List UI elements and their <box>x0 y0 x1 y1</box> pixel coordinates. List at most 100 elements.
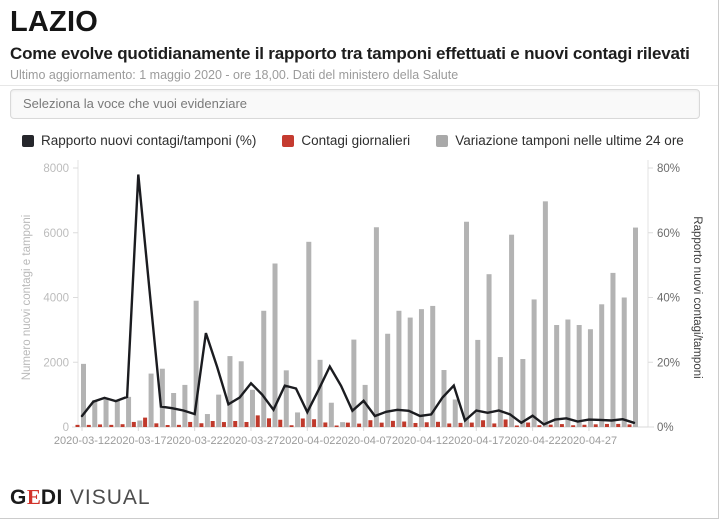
contagi-bar[interactable] <box>503 419 508 427</box>
contagi-bar[interactable] <box>312 419 317 427</box>
contagi-bar[interactable] <box>154 423 159 427</box>
tamponi-bar[interactable] <box>464 221 470 427</box>
contagi-bar[interactable] <box>255 415 260 427</box>
tamponi-bar[interactable] <box>114 400 120 427</box>
contagi-bar[interactable] <box>300 418 305 427</box>
contagi-bar[interactable] <box>559 424 564 427</box>
contagi-bar[interactable] <box>413 422 418 427</box>
contagi-bar[interactable] <box>210 421 215 427</box>
contagi-bar[interactable] <box>120 424 125 427</box>
contagi-bar[interactable] <box>244 421 249 427</box>
contagi-bar[interactable] <box>402 421 407 427</box>
tamponi-bar[interactable] <box>509 234 515 427</box>
tamponi-bar[interactable] <box>407 317 413 427</box>
tamponi-bar[interactable] <box>497 357 503 427</box>
tamponi-bar[interactable] <box>531 299 537 427</box>
contagi-bar[interactable] <box>267 418 272 427</box>
tamponi-bar[interactable] <box>306 241 312 427</box>
tamponi-bar[interactable] <box>193 300 199 427</box>
legend-item-ratio[interactable]: Rapporto nuovi contagi/tamponi (%) <box>22 133 256 148</box>
tamponi-bar[interactable] <box>159 368 165 427</box>
contagi-bar[interactable] <box>627 424 632 427</box>
contagi-bar[interactable] <box>233 421 238 427</box>
contagi-bar[interactable] <box>447 423 452 427</box>
contagi-bar[interactable] <box>571 425 576 427</box>
highlight-select[interactable]: Seleziona la voce che vuoi evidenziare <box>10 89 700 119</box>
contagi-bar[interactable] <box>109 424 114 427</box>
tamponi-bar[interactable] <box>520 359 526 427</box>
contagi-bar[interactable] <box>582 424 587 427</box>
tamponi-bar[interactable] <box>328 402 334 427</box>
contagi-bar[interactable] <box>143 417 148 427</box>
contagi-bar[interactable] <box>131 421 136 427</box>
tamponi-bar[interactable] <box>295 412 301 427</box>
tamponi-bar[interactable] <box>441 370 447 427</box>
tamponi-bar[interactable] <box>430 305 436 427</box>
tamponi-bar[interactable] <box>542 201 548 427</box>
ratio-line[interactable] <box>80 174 636 426</box>
contagi-bar[interactable] <box>368 420 373 427</box>
contagi-bar[interactable] <box>537 425 542 427</box>
tamponi-bar[interactable] <box>565 319 571 427</box>
contagi-bar[interactable] <box>221 422 226 427</box>
tamponi-bar[interactable] <box>126 396 132 427</box>
tamponi-bar[interactable] <box>396 310 402 427</box>
contagi-bar[interactable] <box>86 424 91 427</box>
tamponi-bar[interactable] <box>137 420 143 427</box>
tamponi-bar[interactable] <box>385 333 391 427</box>
tamponi-bar[interactable] <box>373 227 379 427</box>
contagi-bar[interactable] <box>334 425 339 428</box>
contagi-bar[interactable] <box>75 424 80 427</box>
tamponi-bar[interactable] <box>182 384 188 427</box>
contagi-bar[interactable] <box>469 422 474 427</box>
contagi-bar[interactable] <box>458 422 463 427</box>
tamponi-bar[interactable] <box>599 304 605 427</box>
contagi-bar[interactable] <box>604 423 609 427</box>
contagi-bar[interactable] <box>616 423 621 427</box>
legend-item-contagi[interactable]: Contagi giornalieri <box>282 133 410 148</box>
contagi-bar[interactable] <box>492 423 497 427</box>
tamponi-bar[interactable] <box>272 263 278 427</box>
tamponi-bar[interactable] <box>340 422 346 427</box>
contagi-bar[interactable] <box>289 425 294 427</box>
tamponi-bar[interactable] <box>576 325 582 427</box>
tamponi-bar[interactable] <box>204 414 210 427</box>
tamponi-bar[interactable] <box>621 297 627 428</box>
footer-logo[interactable]: G E DI VISUAL <box>10 485 151 510</box>
tamponi-bar[interactable] <box>418 309 424 427</box>
tamponi-bar[interactable] <box>103 398 109 427</box>
tamponi-bar[interactable] <box>362 384 368 427</box>
contagi-bar[interactable] <box>188 421 193 427</box>
tamponi-bar[interactable] <box>486 274 492 427</box>
tamponi-bar[interactable] <box>148 373 154 427</box>
contagi-bar[interactable] <box>390 420 395 427</box>
contagi-bar[interactable] <box>357 423 362 427</box>
tamponi-bar[interactable] <box>261 310 267 427</box>
contagi-bar[interactable] <box>514 425 519 428</box>
contagi-bar[interactable] <box>323 422 328 427</box>
tamponi-bar[interactable] <box>92 400 98 427</box>
contagi-bar[interactable] <box>199 423 204 427</box>
contagi-bar[interactable] <box>424 422 429 427</box>
contagi-bar[interactable] <box>345 422 350 427</box>
tamponi-bar[interactable] <box>587 329 593 427</box>
contagi-bar[interactable] <box>176 424 181 427</box>
tamponi-bar[interactable] <box>633 227 638 427</box>
contagi-bar[interactable] <box>98 424 103 427</box>
legend-item-tamponi[interactable]: Variazione tamponi nelle ultime 24 ore <box>436 133 684 148</box>
tamponi-bar[interactable] <box>317 359 323 427</box>
tamponi-bar[interactable] <box>351 339 357 427</box>
tamponi-bar[interactable] <box>554 325 560 427</box>
tamponi-bar[interactable] <box>610 272 616 427</box>
tamponi-bar[interactable] <box>283 370 289 427</box>
tamponi-bar[interactable] <box>171 393 177 427</box>
tamponi-bar[interactable] <box>216 394 222 427</box>
tamponi-bar[interactable] <box>452 399 458 427</box>
contagi-bar[interactable] <box>165 425 170 427</box>
tamponi-bar[interactable] <box>249 389 255 427</box>
tamponi-bar[interactable] <box>81 363 86 427</box>
contagi-bar[interactable] <box>481 420 486 427</box>
contagi-bar[interactable] <box>379 422 384 427</box>
contagi-bar[interactable] <box>593 424 598 427</box>
tamponi-bar[interactable] <box>475 339 481 427</box>
